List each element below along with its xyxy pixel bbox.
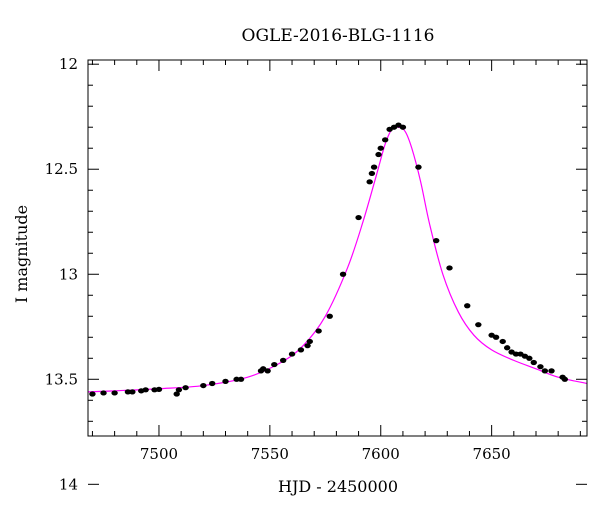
data-point xyxy=(475,322,482,328)
data-point xyxy=(111,390,118,396)
data-point xyxy=(155,386,163,392)
data-point xyxy=(377,145,384,151)
data-point xyxy=(124,389,132,395)
plot-frame xyxy=(87,59,588,437)
data-point xyxy=(499,338,506,345)
data-point xyxy=(355,214,362,221)
data-point xyxy=(366,179,373,185)
data-point xyxy=(175,387,183,393)
x-tick-label: 7550 xyxy=(251,445,289,463)
data-point xyxy=(368,170,376,177)
data-point xyxy=(464,303,471,309)
data-points xyxy=(89,122,569,397)
data-point xyxy=(237,376,245,382)
data-point xyxy=(415,164,422,170)
data-point xyxy=(399,124,407,130)
y-tick-label: 14 xyxy=(59,475,78,493)
x-axis-label: HJD - 2450000 xyxy=(278,477,398,496)
data-point xyxy=(537,364,544,370)
data-point xyxy=(561,376,569,382)
data-point xyxy=(222,378,229,384)
y-tick-label: 12.5 xyxy=(45,160,78,178)
y-tick-label: 13 xyxy=(59,265,78,283)
data-point xyxy=(233,376,240,382)
data-point xyxy=(279,357,287,363)
data-point xyxy=(541,368,549,374)
axis-tick-labels: 7500 7550 7600 7650 12 12.5 13 13.5 14 xyxy=(45,55,511,493)
data-point xyxy=(173,391,180,397)
data-point xyxy=(304,343,311,349)
data-point xyxy=(492,334,500,340)
data-point xyxy=(129,389,136,395)
data-point xyxy=(432,238,440,244)
data-point xyxy=(375,151,382,158)
y-tick-label: 13.5 xyxy=(45,370,78,388)
chart-title: OGLE-2016-BLG-1116 xyxy=(242,26,435,46)
data-point xyxy=(503,345,511,351)
data-point xyxy=(370,164,378,170)
x-tick-label: 7600 xyxy=(362,445,400,463)
data-point xyxy=(512,351,520,357)
data-point xyxy=(89,391,96,397)
axis-ticks xyxy=(88,60,587,485)
data-point xyxy=(209,380,216,387)
data-point xyxy=(288,351,296,357)
data-point xyxy=(297,347,305,353)
y-axis-label: I magnitude xyxy=(12,205,31,303)
data-point xyxy=(446,265,453,271)
data-point xyxy=(306,338,313,345)
y-tick-label: 12 xyxy=(59,55,78,73)
x-tick-label: 7500 xyxy=(140,445,178,463)
data-point xyxy=(200,382,207,389)
data-point xyxy=(326,313,333,319)
data-point xyxy=(182,385,189,391)
data-point xyxy=(142,387,149,393)
data-point xyxy=(339,271,347,277)
data-point xyxy=(548,368,555,374)
data-point xyxy=(530,359,537,366)
data-point xyxy=(271,361,278,368)
data-point xyxy=(100,390,107,396)
data-point xyxy=(264,368,271,374)
x-tick-label: 7650 xyxy=(473,445,511,463)
data-point xyxy=(526,355,533,361)
data-point xyxy=(315,328,322,334)
data-point xyxy=(381,137,389,143)
